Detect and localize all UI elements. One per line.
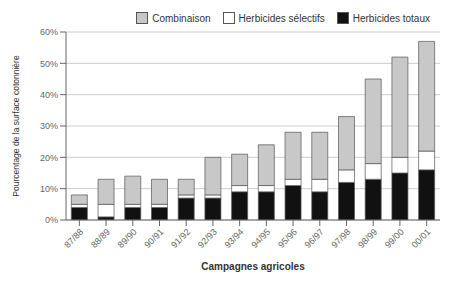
svg-text:88/89: 88/89 xyxy=(89,227,112,250)
svg-text:87/88: 87/88 xyxy=(62,227,85,250)
svg-text:10%: 10% xyxy=(40,184,58,194)
svg-text:94/95: 94/95 xyxy=(249,227,272,250)
svg-text:Campagnes agricoles: Campagnes agricoles xyxy=(201,261,305,272)
svg-text:30%: 30% xyxy=(40,121,58,131)
svg-text:89/90: 89/90 xyxy=(116,227,139,250)
svg-text:95/96: 95/96 xyxy=(276,227,299,250)
svg-text:60%: 60% xyxy=(40,27,58,37)
svg-text:92/93: 92/93 xyxy=(196,227,219,250)
svg-text:50%: 50% xyxy=(40,59,58,69)
svg-text:97/98: 97/98 xyxy=(329,227,352,250)
svg-text:96/97: 96/97 xyxy=(303,227,326,250)
svg-text:20%: 20% xyxy=(40,153,58,163)
svg-text:93/94: 93/94 xyxy=(223,227,246,250)
svg-text:0%: 0% xyxy=(45,215,58,225)
svg-text:90/91: 90/91 xyxy=(142,227,165,250)
svg-text:Pourcentage de la surface coto: Pourcentage de la surface cotonnière xyxy=(11,55,21,197)
svg-text:91/92: 91/92 xyxy=(169,227,192,250)
svg-text:40%: 40% xyxy=(40,90,58,100)
svg-text:99/00: 99/00 xyxy=(383,227,406,250)
html-text:Herbicides totaux: Herbicides totaux xyxy=(352,12,430,24)
svg-text:00/01: 00/01 xyxy=(410,227,433,250)
svg-text:98/99: 98/99 xyxy=(356,227,379,250)
html-text:Herbicides sélectifs: Herbicides sélectifs xyxy=(238,12,325,24)
html-text:Combinaison: Combinaison xyxy=(152,12,211,24)
